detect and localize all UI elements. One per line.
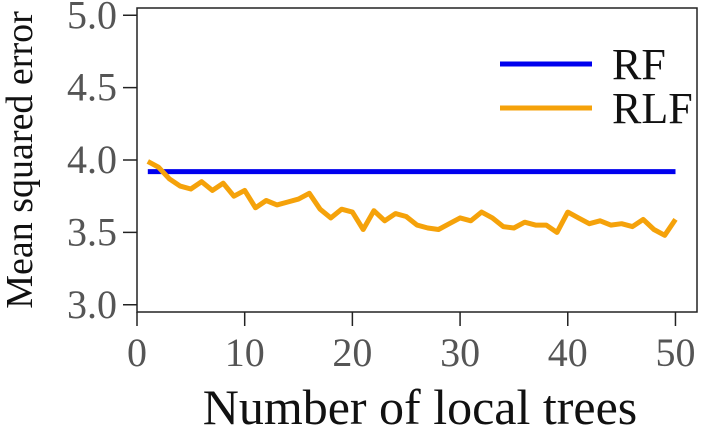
x-tick-label: 40 (548, 330, 588, 375)
x-tick-label: 20 (332, 330, 372, 375)
y-tick-label: 4.5 (67, 65, 117, 110)
x-axis-title: Number of local trees (203, 379, 638, 435)
y-axis-title: Mean squared error (0, 11, 41, 309)
y-tick-label: 4.0 (67, 137, 117, 182)
legend-label-rlf: RLF (612, 84, 693, 133)
x-tick-label: 0 (127, 330, 147, 375)
series-line-rlf (146, 159, 678, 238)
x-tick-label: 10 (225, 330, 265, 375)
legend-label-rf: RF (612, 40, 666, 89)
y-tick-label: 3.5 (67, 209, 117, 254)
x-tick-label: 50 (655, 330, 695, 375)
y-tick-label: 3.0 (67, 282, 117, 327)
x-tick-label: 30 (440, 330, 480, 375)
y-tick-label: 5.0 (67, 0, 117, 37)
